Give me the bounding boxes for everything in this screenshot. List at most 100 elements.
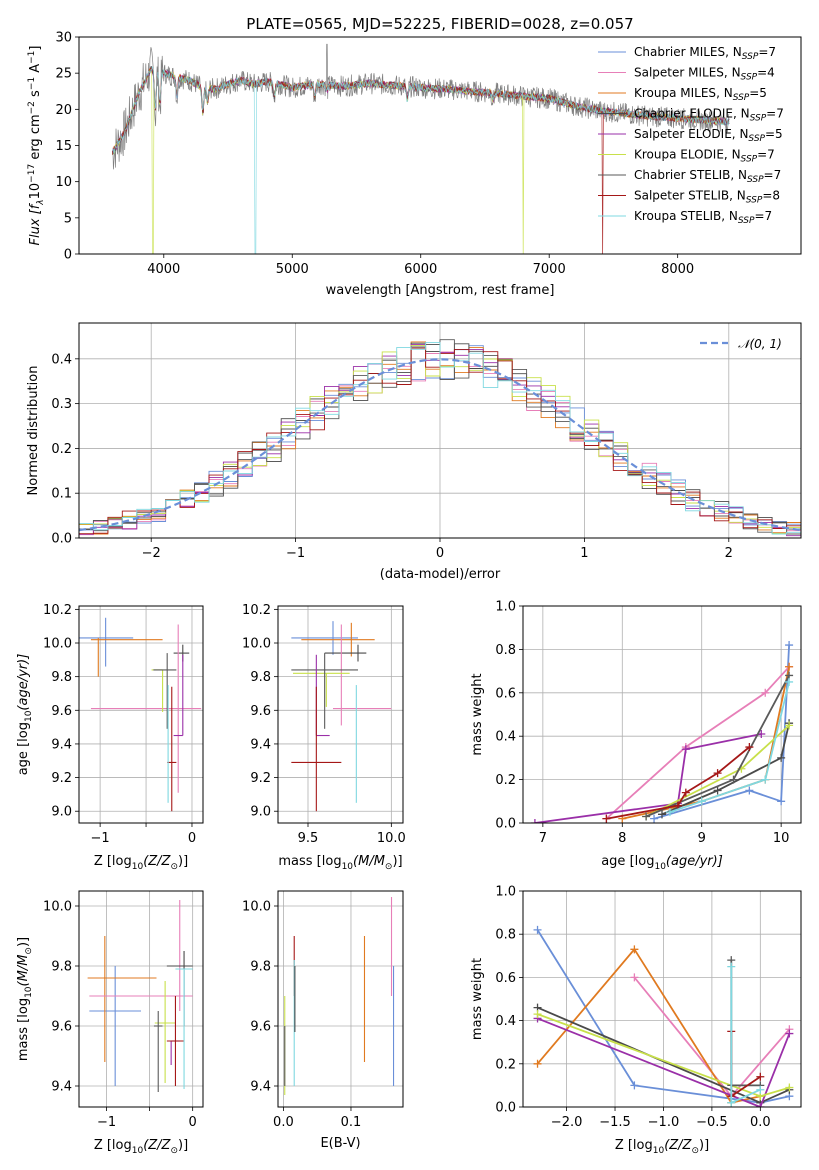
data-point	[713, 786, 722, 795]
y-tick-label: 0.0	[51, 532, 72, 547]
axes-frame	[277, 605, 404, 824]
x-tick-label: −1	[91, 831, 110, 846]
x-axis-label: mass [log10(M/M⊙)]	[278, 854, 402, 872]
y-tick-label: 5	[64, 211, 72, 226]
y-tick-label: 1.0	[495, 885, 516, 900]
x-tick-label: 5000	[276, 262, 309, 277]
series-chabrier-stelib	[727, 956, 765, 1090]
errorbar-plot	[291, 621, 392, 812]
y-tick-label: 9.2	[51, 771, 72, 786]
data-point	[785, 1083, 794, 1092]
y-tick-label: 9.0	[250, 805, 271, 820]
data-point	[761, 688, 770, 697]
y-tick-label: 9.4	[250, 737, 271, 752]
errorbar-point	[173, 654, 184, 737]
axes-frame	[78, 322, 802, 539]
errorbar-point	[89, 966, 141, 1086]
chart-z-mass: −1 0 9.4 9.6 9.8 10.0 Z [log10(Z/Z⊙)] mass [log…	[16, 890, 204, 1156]
legend-entry: Kroupa MILES, NSSP=5	[634, 86, 767, 103]
chart-age-weight: 7 8 9 10 0.0 0.2 0.4 0.6 0.8 1.0 age [log10(age/yr…	[470, 600, 802, 872]
axes-frame	[522, 890, 802, 1108]
y-axis-label: mass weight	[470, 958, 485, 1040]
x-tick-label: −1	[286, 546, 305, 561]
data-point	[630, 973, 639, 982]
figure-title: PLATE=0565, MJD=52225, FIBERID=0028, z=0…	[246, 15, 633, 33]
y-tick-label: 9.8	[51, 670, 72, 685]
x-axis-label: Z [log10(Z/Z⊙)]	[615, 1138, 709, 1156]
histogram-kroupa-stelib	[79, 342, 801, 538]
data-point	[785, 1029, 794, 1038]
x-tick-label: 6000	[404, 262, 437, 277]
series-kroupa-miles	[618, 662, 794, 823]
data-point	[630, 1081, 639, 1090]
chart-z-weight: −2.0 −1.5 −1.0 −0.5 0.0 0.0 0.2 0.4 0.6 0.8 1.0 Z […	[470, 885, 802, 1156]
y-tick-label: 0.2	[51, 442, 72, 457]
errorbar-plot	[79, 617, 202, 812]
y-tick-label: 9.8	[250, 670, 271, 685]
x-tick-label: −1.5	[599, 1115, 631, 1130]
axes-frame	[277, 890, 404, 1108]
errorbar-point	[167, 686, 177, 812]
data-point	[673, 801, 682, 810]
y-tick-label: 0.3	[51, 397, 72, 412]
data-point	[727, 962, 736, 971]
errorbar-plot	[87, 900, 193, 1092]
chart-mass-age: 9.5 10.0 9.0 9.2 9.4 9.6 9.8 10.0 10.2 mass [log1…	[242, 603, 406, 872]
y-tick-label: 0.6	[495, 686, 516, 701]
y-tick-label: 9.6	[51, 704, 72, 719]
y-tick-label: 1.0	[495, 600, 516, 615]
y-tick-label: 9.6	[250, 704, 271, 719]
data-point	[785, 662, 794, 671]
errorbar-point	[291, 653, 358, 729]
errorbar-point	[291, 686, 342, 812]
y-tick-label: 9.6	[250, 1020, 271, 1035]
y-tick-label: 10.0	[43, 900, 72, 915]
y-tick-label: 9.4	[51, 1080, 72, 1095]
x-tick-label: −2.0	[551, 1115, 583, 1130]
data-point	[729, 775, 738, 784]
x-tick-label: 0.0	[273, 1115, 294, 1130]
errorbar-point	[153, 1011, 163, 1092]
errorbar-point	[315, 654, 330, 737]
series-kroupa-stelib	[665, 677, 794, 817]
axes-frame	[78, 890, 204, 1108]
x-tick-label: 0.0	[750, 1115, 771, 1130]
data-point	[745, 786, 754, 795]
data-point	[681, 788, 690, 797]
legend-entry: Salpeter STELIB, NSSP=8	[634, 189, 780, 206]
errorbar-point	[333, 624, 392, 726]
y-tick-label: 10.2	[43, 603, 72, 618]
data-point	[713, 769, 722, 778]
y-tick-label: 9.8	[250, 960, 271, 975]
errorbar-point	[166, 996, 185, 1086]
series-kroupa-stelib	[727, 962, 765, 1107]
y-tick-label: 0.0	[495, 1101, 516, 1116]
y-tick-label: 20	[55, 103, 72, 118]
y-tick-label: 10.0	[242, 900, 271, 915]
errorbar-plot	[284, 897, 395, 1095]
x-tick-label: 0	[188, 831, 196, 846]
data-point	[785, 721, 794, 730]
x-axis-label: wavelength [Angstrom, rest frame]	[326, 283, 555, 298]
y-tick-label: 30	[55, 31, 72, 46]
y-tick-label: 9.8	[51, 960, 72, 975]
data-point	[533, 1059, 542, 1068]
y-tick-label: 9.6	[51, 1020, 72, 1035]
errorbar-point	[324, 644, 367, 662]
chart-spectrum: 4000 5000 6000 7000 8000 0 5 10 15 20 25 30 PLATE=05…	[27, 15, 802, 298]
x-axis-label: (data-model)/error	[380, 567, 501, 582]
chart-z-age: −1 0 9.0 9.2 9.4 9.6 9.8 10.0 10.2 Z [log10(Z/Z⊙)…	[16, 603, 204, 872]
legend-entry: Salpeter MILES, NSSP=4	[634, 66, 775, 83]
x-tick-label: −1.0	[648, 1115, 680, 1130]
data-point	[650, 814, 659, 823]
data-point	[665, 808, 674, 817]
x-axis-label: age [log10(age/yr)]	[601, 854, 723, 872]
axes-frame	[78, 36, 802, 255]
legend-entry: Salpeter ELODIE, NSSP=5	[634, 127, 783, 144]
legend-entry: Kroupa STELIB, NSSP=7	[634, 209, 772, 226]
data-point	[761, 775, 770, 784]
legend-entry: Chabrier STELIB, NSSP=7	[634, 168, 781, 185]
y-tick-label: 25	[55, 67, 72, 82]
data-point	[785, 641, 794, 650]
y-axis-label: mass weight	[470, 673, 485, 755]
